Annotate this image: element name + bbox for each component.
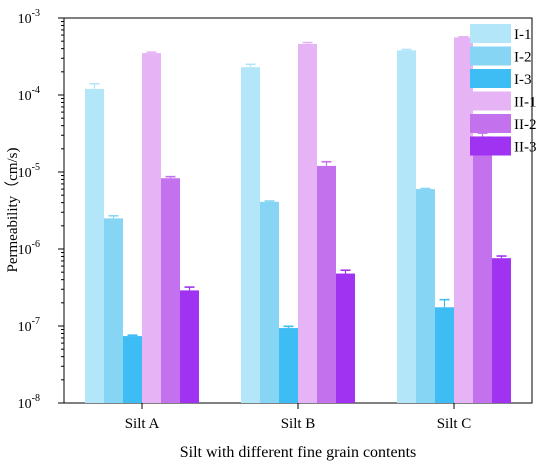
legend-label-I-2: I-2 — [514, 50, 532, 66]
legend-swatch-II-3 — [470, 136, 511, 156]
bars-layer — [85, 35, 511, 404]
bar-II-1-Silt-C — [454, 37, 473, 403]
bar-I-1-Silt-B — [241, 67, 260, 403]
x-tick-label: Silt B — [281, 416, 316, 432]
y-tick-label: 10-7 — [18, 316, 40, 335]
bar-I-1-Silt-A — [85, 88, 104, 403]
y-tick-label: 10-3 — [18, 8, 40, 27]
legend-label-II-2: II-2 — [514, 117, 537, 133]
bar-II-2-Silt-A — [161, 178, 180, 403]
y-tick-label: 10-6 — [18, 239, 40, 258]
bar-I-2-Silt-A — [104, 218, 123, 403]
bar-I-1-Silt-C — [397, 50, 416, 404]
bar-I-3-Silt-B — [279, 328, 298, 403]
legend: I-1 I-2 I-3 II-1 II-2 II-3 — [470, 24, 537, 156]
x-tick-label: Silt C — [437, 416, 472, 432]
y-tick-label: 10-5 — [18, 162, 40, 181]
y-tick-label: 10-8 — [18, 393, 40, 412]
bar-I-3-Silt-C — [435, 307, 454, 403]
y-axis: 10-8 10-7 10-6 10-5 10-4 10-3 — [18, 8, 64, 412]
bar-II-3-Silt-B — [336, 273, 355, 403]
y-tick-label: 10-4 — [18, 85, 40, 104]
legend-label-II-1: II-1 — [514, 95, 537, 111]
legend-swatch-I-1 — [470, 24, 511, 43]
bar-I-3-Silt-A — [123, 336, 142, 403]
legend-swatch-II-1 — [470, 91, 511, 111]
legend-label-II-3: II-3 — [514, 140, 537, 156]
bar-II-2-Silt-B — [317, 165, 336, 403]
legend-swatch-II-2 — [470, 114, 511, 133]
bar-II-2-Silt-C — [473, 136, 492, 403]
bar-I-2-Silt-C — [416, 189, 435, 403]
bar-II-3-Silt-C — [492, 258, 511, 403]
bar-I-2-Silt-B — [260, 201, 279, 403]
legend-label-I-1: I-1 — [514, 27, 532, 43]
x-tick-label: Silt A — [125, 416, 160, 432]
bar-II-3-Silt-A — [180, 290, 199, 403]
y-axis-title: Permeability（cm/s) — [4, 148, 21, 273]
x-axis: Silt A Silt B Silt C — [125, 403, 472, 432]
x-axis-title: Silt with different fine grain contents — [180, 444, 417, 461]
bar-II-1-Silt-B — [298, 43, 317, 403]
bar-II-1-Silt-A — [142, 53, 161, 404]
legend-swatch-I-2 — [470, 46, 511, 66]
legend-label-I-3: I-3 — [514, 72, 532, 88]
legend-swatch-I-3 — [470, 69, 511, 88]
